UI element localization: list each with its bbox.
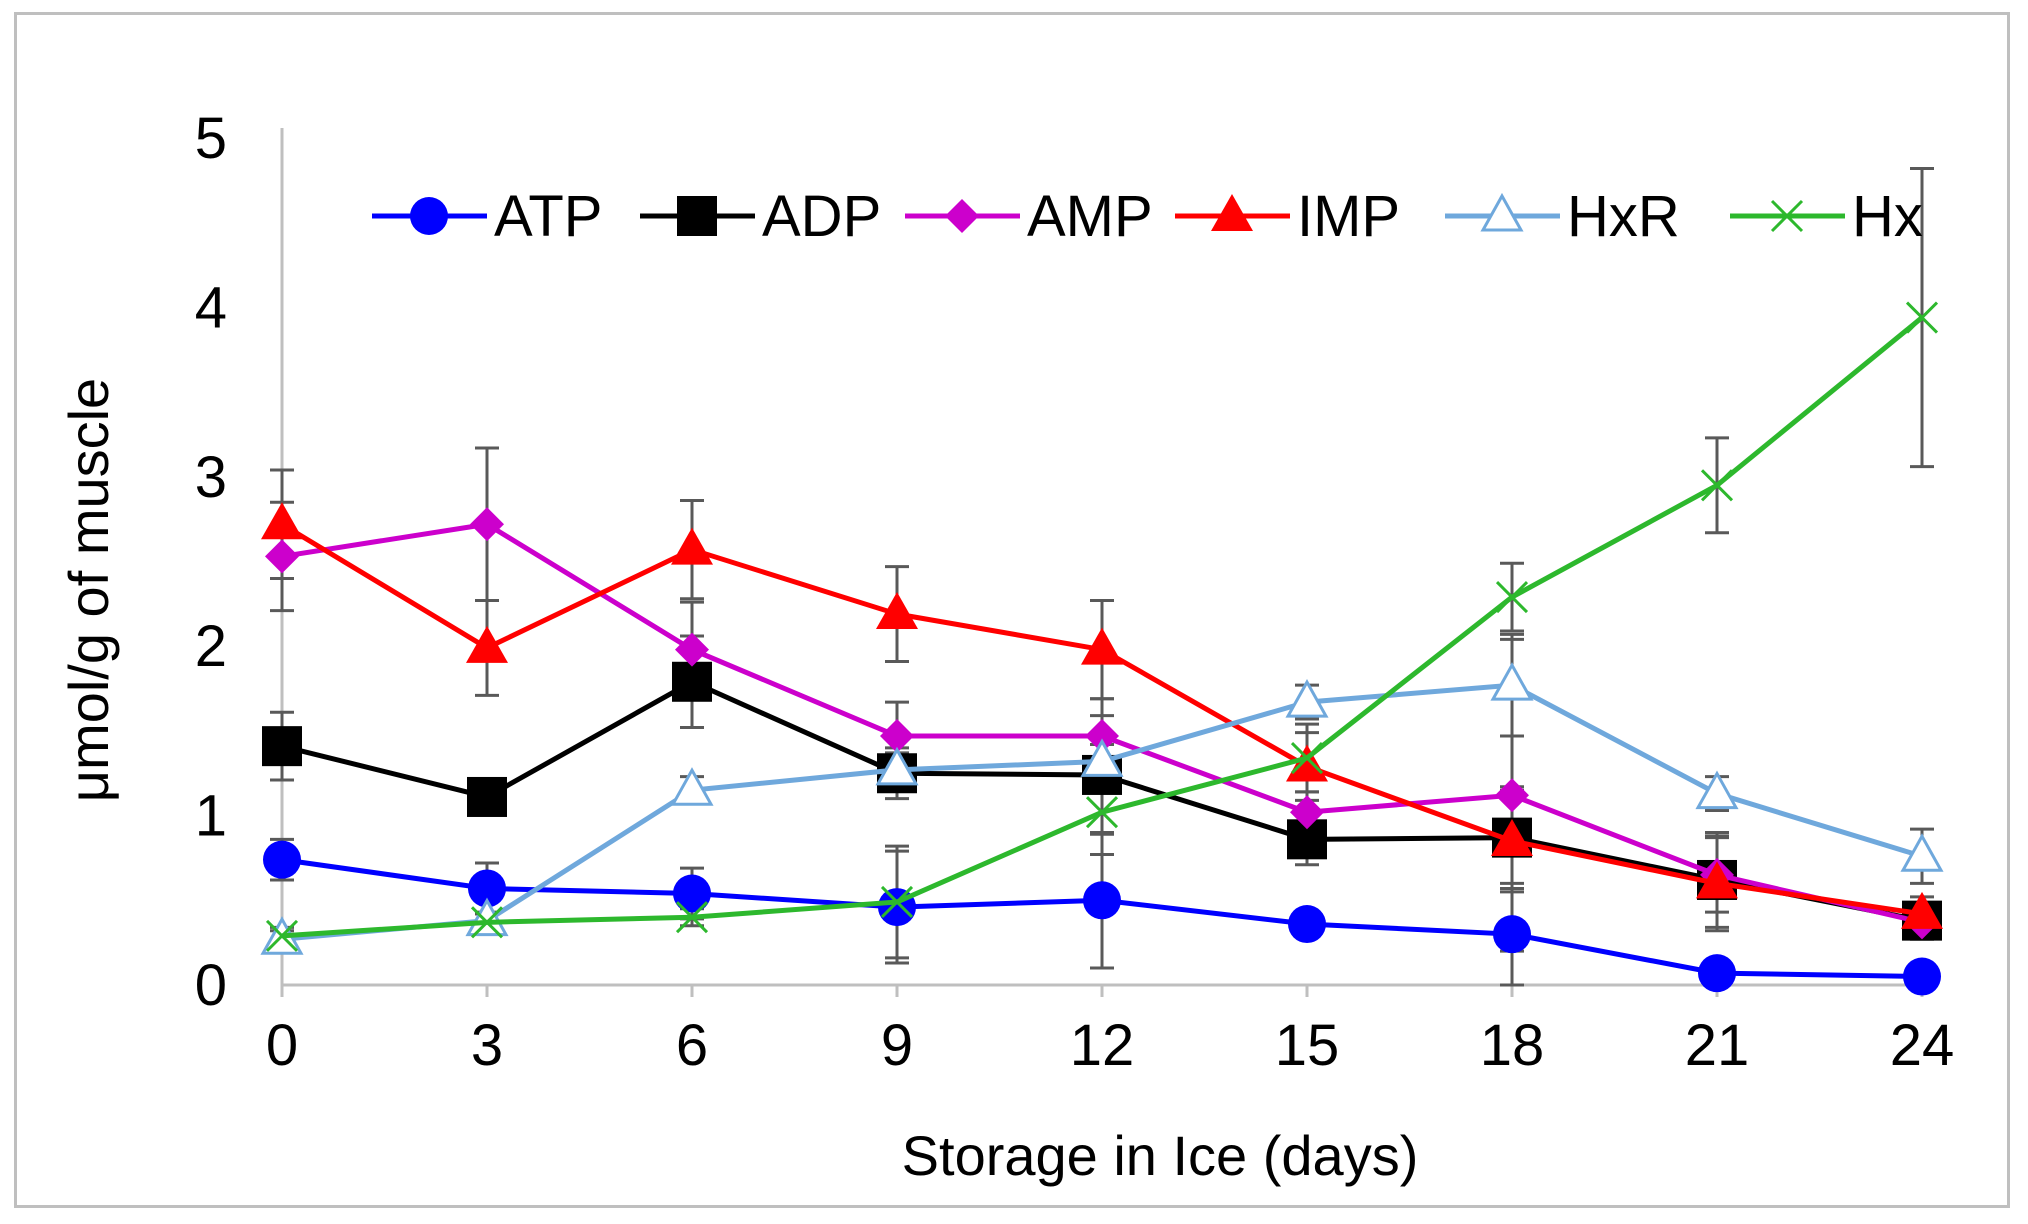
- data-point-amp: [1495, 778, 1529, 812]
- data-point-adp: [467, 777, 507, 817]
- y-tick-label: 2: [195, 614, 227, 679]
- y-tick-label: 1: [195, 784, 227, 849]
- legend-item-amp: AMP: [905, 184, 1153, 249]
- x-tick-label: 3: [471, 1013, 503, 1078]
- legend-label-hx: Hx: [1852, 184, 1923, 249]
- legend-marker-atp: [410, 197, 448, 235]
- legend-item-adp: ADP: [640, 184, 881, 249]
- data-point-atp: [263, 841, 301, 879]
- data-point-amp: [675, 633, 709, 667]
- y-tick-label: 3: [195, 445, 227, 510]
- x-tick-label: 24: [1890, 1013, 1955, 1078]
- x-tick-label: 0: [266, 1013, 298, 1078]
- x-tick-label: 9: [881, 1013, 913, 1078]
- data-point-atp: [1083, 881, 1121, 919]
- data-point-atp: [1493, 915, 1531, 953]
- legend-label-amp: AMP: [1027, 184, 1153, 249]
- x-axis-title: Storage in Ice (days): [902, 1124, 1419, 1187]
- data-point-imp: [466, 626, 508, 663]
- legend-label-hxr: HxR: [1567, 184, 1680, 249]
- legend-marker-amp: [945, 199, 979, 233]
- legend-item-imp: IMP: [1175, 184, 1400, 249]
- legend-item-hx: Hx: [1730, 184, 1923, 249]
- data-point-atp: [1903, 958, 1941, 996]
- legend-label-adp: ADP: [762, 184, 881, 249]
- legend-item-hxr: HxR: [1445, 184, 1680, 249]
- series-lines: [261, 303, 1943, 996]
- legend-marker-adp: [677, 196, 717, 236]
- data-point-adp: [672, 662, 712, 702]
- data-point-hxr: [1698, 774, 1736, 808]
- data-point-atp: [1698, 954, 1736, 992]
- data-point-atp: [673, 875, 711, 913]
- data-point-adp: [262, 726, 302, 766]
- line-chart: 0 3 6 9 12 15 18 21 24012345 Storage in Ice (day…: [0, 0, 2028, 1224]
- y-tick-label: 5: [195, 106, 227, 171]
- x-tick-label: 6: [676, 1013, 708, 1078]
- legend-label-atp: ATP: [494, 184, 603, 249]
- x-tick-label: 12: [1070, 1013, 1135, 1078]
- legend-item-atp: ATP: [372, 184, 603, 249]
- legend: ATP ADP AMP IMP HxR Hx: [372, 184, 1923, 249]
- y-axis-title: μmol/g of muscle: [57, 378, 120, 802]
- data-point-amp: [265, 539, 299, 573]
- data-point-hxr: [468, 901, 506, 935]
- legend-marker-imp: [1211, 194, 1253, 231]
- data-point-amp: [470, 507, 504, 541]
- y-tick-label: 4: [195, 275, 227, 340]
- x-tick-label: 18: [1480, 1013, 1545, 1078]
- data-point-atp: [1288, 905, 1326, 943]
- data-point-imp: [261, 502, 303, 539]
- legend-marker-hxr: [1483, 196, 1521, 230]
- y-tick-label: 0: [195, 953, 227, 1018]
- x-tick-label: 15: [1275, 1013, 1340, 1078]
- legend-label-imp: IMP: [1297, 184, 1400, 249]
- data-point-hxr: [1493, 665, 1531, 699]
- data-point-imp: [671, 528, 713, 565]
- x-tick-label: 21: [1685, 1013, 1750, 1078]
